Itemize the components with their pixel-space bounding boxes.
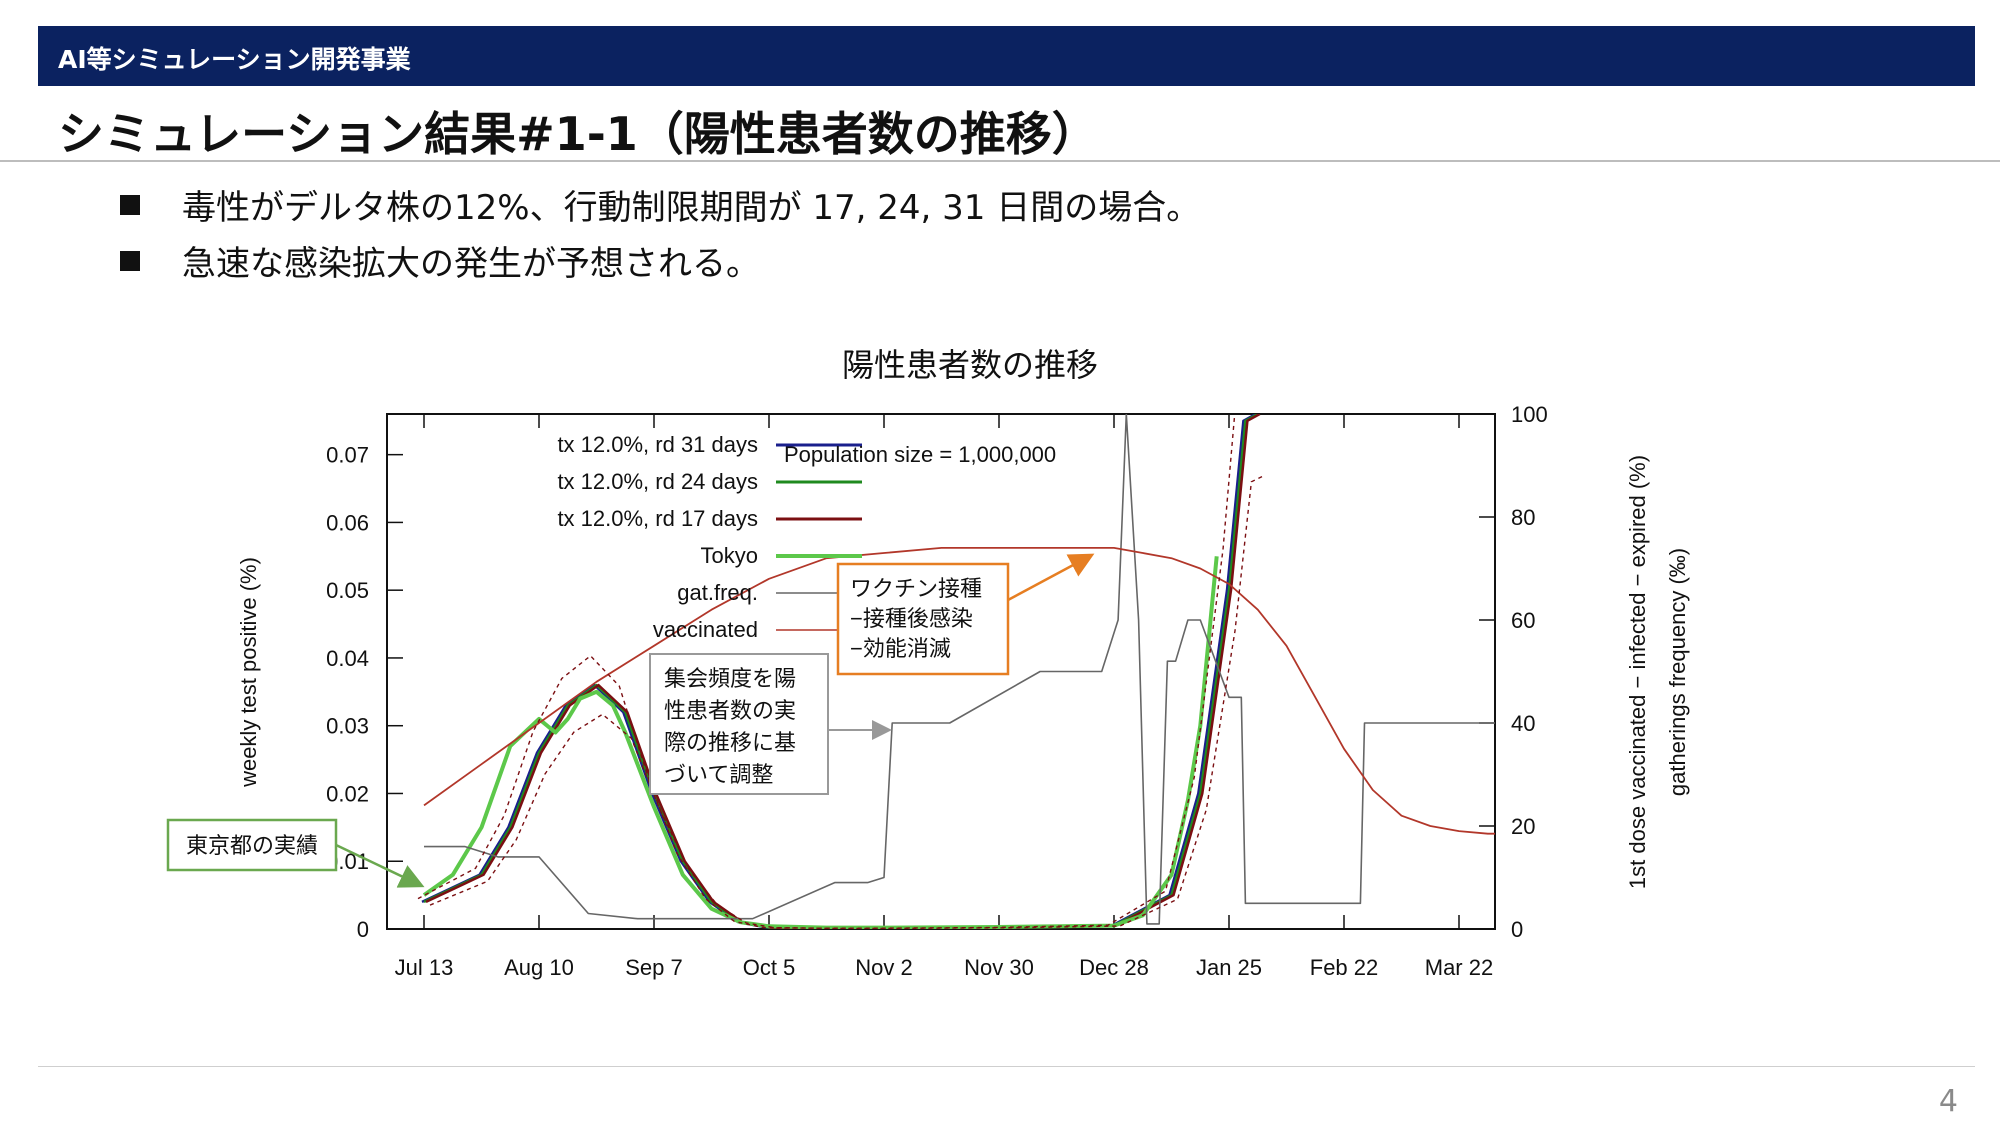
annotation-arrow-tokyo (335, 843, 425, 888)
y-tick-label: 0.06 (326, 510, 369, 535)
y2-tick-label: 40 (1511, 711, 1535, 736)
y2-tick-label: 20 (1511, 814, 1535, 839)
header-bar: AI等シミュレーション開発事業 (38, 26, 1975, 86)
annotation-text-tokyo: 東京都の実績 (186, 833, 318, 858)
legend-label: vaccinated (653, 617, 758, 642)
annotation-box-vaccine (836, 562, 1010, 676)
annotation-box-gat (649, 653, 829, 795)
x-tick-label: Nov 2 (855, 955, 912, 980)
annotation-text-vaccine: −接種後感染 (850, 606, 973, 631)
x-tick-label: Feb 22 (1310, 955, 1379, 980)
bullet-square-icon (120, 195, 140, 215)
annotation-arrow-vaccine (1007, 553, 1095, 602)
header-label: AI等シミュレーション開発事業 (58, 45, 411, 74)
population-note: Population size = 1,000,000 (784, 442, 1056, 467)
footer-divider (38, 1066, 1975, 1067)
y-tick-label: 0.07 (326, 443, 369, 468)
series-line-vaccinated (423, 547, 1495, 835)
y2-tick-label: 80 (1511, 505, 1535, 530)
y-axis-label: weekly test positive (%) (236, 557, 261, 788)
y2-tick-label: 60 (1511, 608, 1535, 633)
y2-axis-label: 1st dose vaccinated − infected − expired… (1625, 455, 1650, 889)
y-tick-label: 0.04 (326, 646, 369, 671)
annotation-text-gat: 性患者数の実 (664, 698, 796, 723)
series-envelope-lower (429, 475, 1265, 929)
x-tick-label: Jan 25 (1196, 955, 1262, 980)
bullet-text: 急速な感染拡大の発生が予想される。 (182, 244, 760, 284)
y2-tick-label: 100 (1511, 402, 1548, 427)
annotation-text-gat: 際の推移に基 (664, 730, 796, 755)
legend-label: gat.freq. (677, 580, 758, 605)
legend-label: tx 12.0%, rd 24 days (557, 469, 758, 494)
y2-axis-label: gatherings frequency (‰) (1665, 548, 1690, 796)
series-envelope-upper (417, 414, 1236, 929)
title-divider (0, 160, 2000, 162)
bullet-square-icon (120, 251, 140, 271)
x-tick-label: Mar 22 (1425, 955, 1493, 980)
x-tick-label: Oct 5 (743, 955, 796, 980)
legend-label: tx 12.0%, rd 31 days (557, 432, 758, 457)
bullet-item: 毒性がデルタ株の12%、行動制限期間が 17, 24, 31 日間の場合。 (120, 180, 1200, 229)
annotation-text-gat: 集会頻度を陽 (664, 666, 796, 691)
y-tick-label: 0 (357, 917, 369, 942)
annotation-text-vaccine: ワクチン接種 (850, 576, 982, 601)
x-tick-label: Sep 7 (625, 955, 683, 980)
bullet-text: 毒性がデルタ株の12%、行動制限期間が 17, 24, 31 日間の場合。 (182, 188, 1201, 228)
series-line-gat (424, 414, 1495, 925)
y-tick-label: 0.02 (326, 781, 369, 806)
y-tick-label: 0.05 (326, 578, 369, 603)
y2-tick-label: 0 (1511, 917, 1523, 942)
annotation-text-gat: づいて調整 (664, 762, 773, 787)
x-tick-label: Nov 30 (964, 955, 1034, 980)
x-tick-label: Jul 13 (395, 955, 454, 980)
bullet-item: 急速な感染拡大の発生が予想される。 (120, 236, 760, 285)
legend-label: Tokyo (701, 543, 758, 568)
slide-title: シミュレーション結果#1-1（陽性患者数の推移） (58, 107, 1098, 161)
chart-title: 陽性患者数の推移 (842, 347, 1098, 383)
legend-label: tx 12.0%, rd 17 days (557, 506, 758, 531)
page-number: 4 (1938, 1084, 1958, 1119)
x-tick-label: Aug 10 (504, 955, 574, 980)
y-tick-label: 0.03 (326, 714, 369, 739)
x-tick-label: Dec 28 (1079, 955, 1149, 980)
annotation-text-vaccine: −効能消滅 (850, 636, 951, 661)
